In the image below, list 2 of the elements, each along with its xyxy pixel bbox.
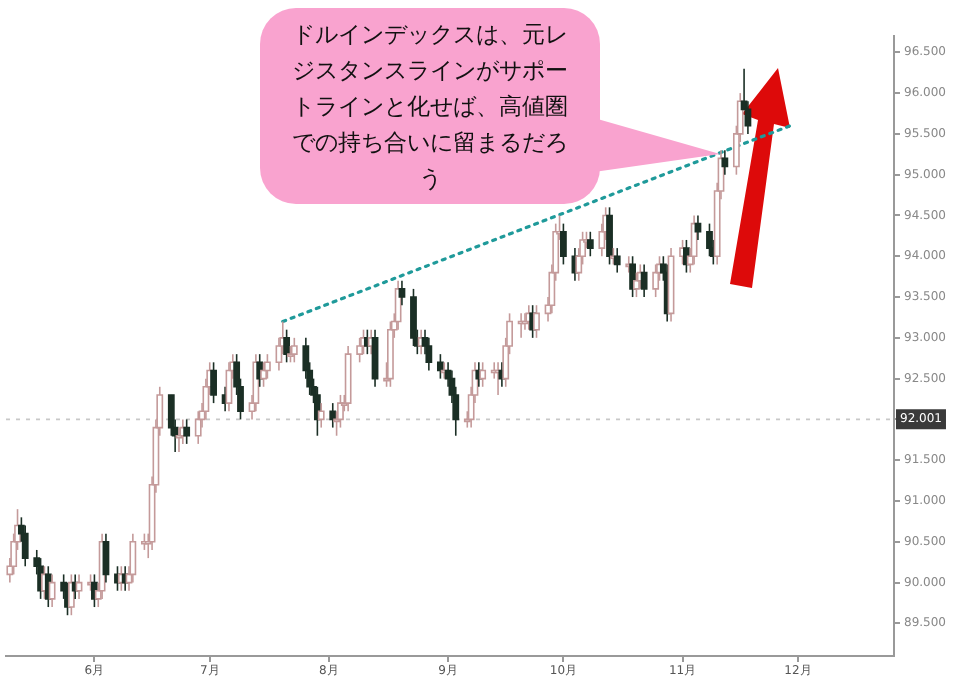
candlestick: [706, 222, 713, 258]
annotation: ドルインデックスは、元レジスタンスラインがサポートラインと化せば、高値圏での持ち合いに留まるだろう: [260, 8, 600, 204]
